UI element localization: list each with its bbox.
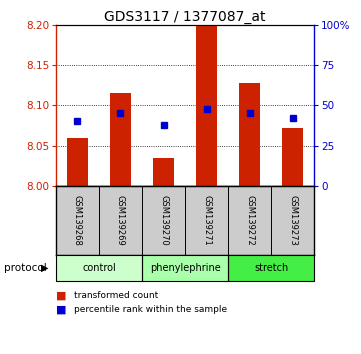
Bar — [196, 25, 217, 186]
Bar — [110, 93, 131, 186]
Text: stretch: stretch — [254, 263, 288, 273]
Text: ■: ■ — [56, 305, 66, 315]
Text: protocol: protocol — [4, 263, 46, 273]
Bar — [239, 83, 260, 186]
Text: phenylephrine: phenylephrine — [150, 263, 220, 273]
Title: GDS3117 / 1377087_at: GDS3117 / 1377087_at — [104, 10, 266, 24]
Bar — [67, 137, 88, 186]
Text: GSM139268: GSM139268 — [73, 195, 82, 246]
Text: control: control — [82, 263, 116, 273]
Bar — [153, 158, 174, 186]
Text: ■: ■ — [56, 291, 66, 301]
Text: GSM139272: GSM139272 — [245, 195, 254, 246]
Text: GSM139273: GSM139273 — [288, 195, 297, 246]
Text: GSM139269: GSM139269 — [116, 195, 125, 246]
Text: ▶: ▶ — [42, 263, 49, 273]
Bar — [282, 128, 303, 186]
Text: GSM139270: GSM139270 — [159, 195, 168, 246]
Text: GSM139271: GSM139271 — [202, 195, 211, 246]
Text: percentile rank within the sample: percentile rank within the sample — [74, 305, 227, 314]
Text: transformed count: transformed count — [74, 291, 158, 300]
